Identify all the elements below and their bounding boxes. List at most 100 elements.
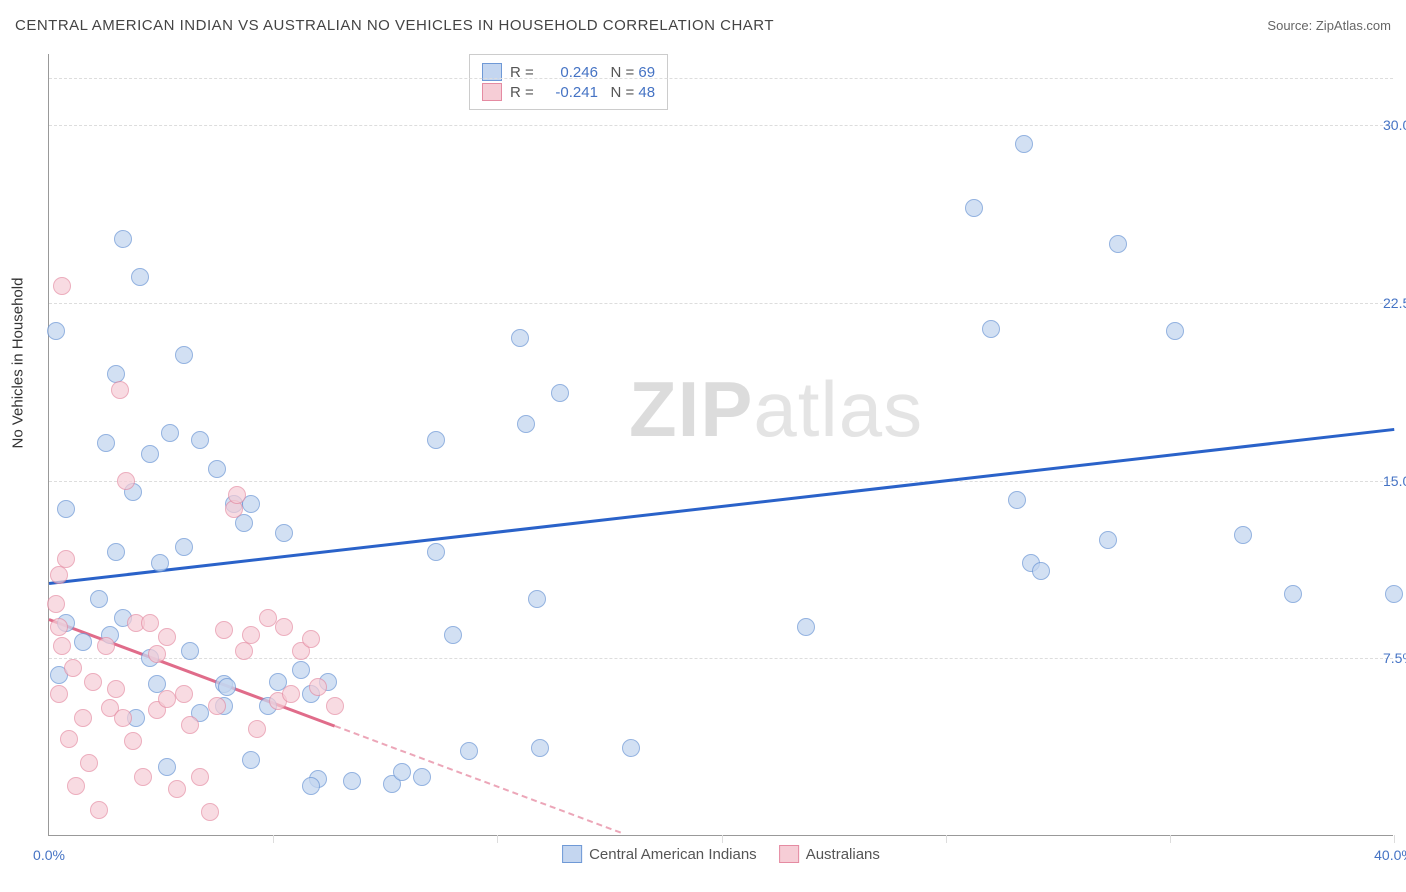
data-point bbox=[248, 720, 266, 738]
x-tick-mark bbox=[1170, 835, 1171, 843]
x-tick-mark bbox=[1394, 835, 1395, 843]
data-point bbox=[97, 434, 115, 452]
legend-swatch bbox=[779, 845, 799, 863]
data-point bbox=[57, 550, 75, 568]
data-point bbox=[111, 381, 129, 399]
data-point bbox=[292, 661, 310, 679]
data-point bbox=[517, 415, 535, 433]
data-point bbox=[80, 754, 98, 772]
data-point bbox=[302, 630, 320, 648]
data-point bbox=[50, 685, 68, 703]
data-point bbox=[215, 621, 233, 639]
data-point bbox=[191, 431, 209, 449]
data-point bbox=[208, 460, 226, 478]
data-point bbox=[1385, 585, 1403, 603]
data-point bbox=[84, 673, 102, 691]
data-point bbox=[148, 645, 166, 663]
data-point bbox=[218, 678, 236, 696]
data-point bbox=[528, 590, 546, 608]
trend-line-dashed bbox=[334, 725, 621, 834]
data-point bbox=[1032, 562, 1050, 580]
data-point bbox=[1008, 491, 1026, 509]
data-point bbox=[158, 758, 176, 776]
data-point bbox=[208, 697, 226, 715]
data-point bbox=[114, 709, 132, 727]
data-point bbox=[326, 697, 344, 715]
data-point bbox=[413, 768, 431, 786]
stats-text: R = -0.241 N = 48 bbox=[510, 84, 655, 101]
scatter-plot-area: ZIPatlas R = 0.246 N = 69R = -0.241 N = … bbox=[48, 54, 1393, 836]
data-point bbox=[67, 777, 85, 795]
chart-title: CENTRAL AMERICAN INDIAN VS AUSTRALIAN NO… bbox=[15, 17, 774, 34]
data-point bbox=[175, 685, 193, 703]
data-point bbox=[191, 768, 209, 786]
data-point bbox=[107, 365, 125, 383]
data-point bbox=[53, 277, 71, 295]
data-point bbox=[393, 763, 411, 781]
data-point bbox=[1015, 135, 1033, 153]
data-point bbox=[158, 628, 176, 646]
data-point bbox=[242, 626, 260, 644]
x-tick-mark bbox=[946, 835, 947, 843]
x-tick-mark bbox=[722, 835, 723, 843]
y-tick-label: 15.0% bbox=[1383, 473, 1406, 489]
data-point bbox=[175, 538, 193, 556]
data-point bbox=[228, 486, 246, 504]
data-point bbox=[161, 424, 179, 442]
data-point bbox=[460, 742, 478, 760]
x-tick-label: 0.0% bbox=[33, 847, 65, 863]
data-point bbox=[1109, 235, 1127, 253]
data-point bbox=[444, 626, 462, 644]
data-point bbox=[302, 777, 320, 795]
data-point bbox=[141, 614, 159, 632]
data-point bbox=[181, 716, 199, 734]
data-point bbox=[90, 801, 108, 819]
data-point bbox=[201, 803, 219, 821]
data-point bbox=[90, 590, 108, 608]
y-axis-title: No Vehicles in Household bbox=[10, 278, 27, 449]
data-point bbox=[797, 618, 815, 636]
data-point bbox=[50, 566, 68, 584]
data-point bbox=[175, 346, 193, 364]
data-point bbox=[57, 500, 75, 518]
data-point bbox=[117, 472, 135, 490]
data-point bbox=[622, 739, 640, 757]
data-point bbox=[47, 595, 65, 613]
data-point bbox=[235, 642, 253, 660]
data-point bbox=[107, 543, 125, 561]
gridline-h bbox=[49, 125, 1393, 126]
data-point bbox=[242, 751, 260, 769]
source-label: Source: ZipAtlas.com bbox=[1267, 18, 1391, 33]
data-point bbox=[531, 739, 549, 757]
data-point bbox=[107, 680, 125, 698]
gridline-h bbox=[49, 303, 1393, 304]
data-point bbox=[427, 431, 445, 449]
data-point bbox=[131, 268, 149, 286]
data-point bbox=[282, 685, 300, 703]
x-tick-mark bbox=[497, 835, 498, 843]
data-point bbox=[134, 768, 152, 786]
y-tick-label: 30.0% bbox=[1383, 117, 1406, 133]
data-point bbox=[181, 642, 199, 660]
data-point bbox=[309, 678, 327, 696]
data-point bbox=[53, 637, 71, 655]
data-point bbox=[64, 659, 82, 677]
legend-label: Australians bbox=[806, 846, 880, 863]
data-point bbox=[511, 329, 529, 347]
data-point bbox=[982, 320, 1000, 338]
gridline-h bbox=[49, 481, 1393, 482]
data-point bbox=[259, 609, 277, 627]
data-point bbox=[114, 230, 132, 248]
x-tick-label: 40.0% bbox=[1374, 847, 1406, 863]
data-point bbox=[168, 780, 186, 798]
data-point bbox=[1234, 526, 1252, 544]
data-point bbox=[151, 554, 169, 572]
data-point bbox=[74, 709, 92, 727]
data-point bbox=[50, 618, 68, 636]
data-point bbox=[1166, 322, 1184, 340]
y-tick-label: 7.5% bbox=[1383, 650, 1406, 666]
data-point bbox=[74, 633, 92, 651]
data-point bbox=[1099, 531, 1117, 549]
data-point bbox=[275, 524, 293, 542]
watermark: ZIPatlas bbox=[629, 364, 923, 455]
